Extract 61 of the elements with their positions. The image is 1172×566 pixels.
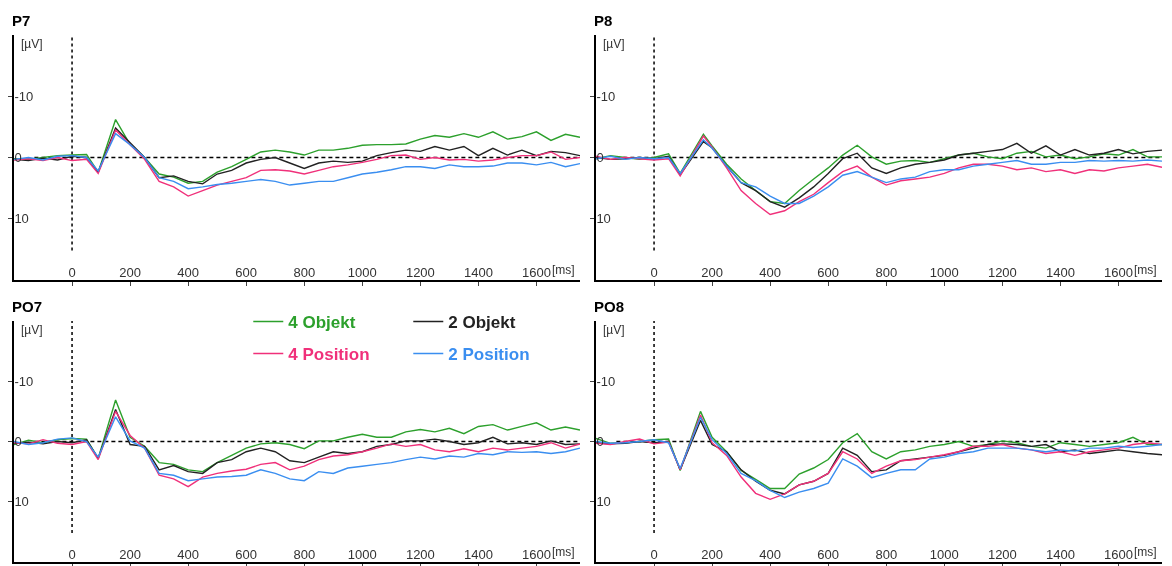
x-tick-label: 0 <box>68 547 76 562</box>
x-tick-label: 1600 <box>1104 547 1133 562</box>
y-tick-label: 0 <box>596 434 604 450</box>
x-tick-label: 800 <box>293 547 316 562</box>
chart-title: PO8 <box>594 298 625 315</box>
x-tick-label: 400 <box>759 547 781 562</box>
y-tick-label: 10 <box>14 494 29 510</box>
y-axis-title: [µV] <box>21 323 43 337</box>
y-tick-label: -10 <box>596 373 616 389</box>
legend-label: 2 Position <box>448 345 530 365</box>
x-tick-label: 0 <box>650 265 658 280</box>
y-axis-title: [µV] <box>603 323 625 337</box>
x-tick-label: 1200 <box>987 547 1017 562</box>
legend-label: 4 Objekt <box>288 313 356 333</box>
x-axis-title: [ms] <box>1134 545 1157 559</box>
x-tick-label: 200 <box>119 265 141 280</box>
x-tick-label: 0 <box>650 547 658 562</box>
x-tick-label: 1200 <box>987 265 1017 280</box>
x-axis-title: [ms] <box>1134 263 1157 277</box>
x-tick-label: 0 <box>68 265 76 280</box>
x-tick-label: 800 <box>875 547 898 562</box>
legend-label: 2 Objekt <box>448 313 516 333</box>
x-tick-label: 1400 <box>1045 265 1075 280</box>
x-tick-label: 1200 <box>405 547 435 562</box>
chart-title: P7 <box>12 12 31 29</box>
x-tick-label: 600 <box>817 265 840 280</box>
x-tick-label: 1400 <box>1045 547 1075 562</box>
x-tick-label: 1000 <box>347 265 377 280</box>
y-tick-label: 10 <box>596 494 611 510</box>
x-tick-label: 400 <box>177 547 199 562</box>
x-tick-label: 1000 <box>929 547 959 562</box>
x-tick-label: 1000 <box>929 265 959 280</box>
chart-title: PO7 <box>12 298 43 315</box>
y-tick-label: -10 <box>14 88 34 104</box>
x-tick-label: 400 <box>177 265 199 280</box>
x-tick-label: 800 <box>293 265 316 280</box>
x-tick-label: 600 <box>235 547 258 562</box>
y-axis-title: [µV] <box>21 37 43 51</box>
x-tick-label: 800 <box>875 265 898 280</box>
x-tick-label: 1600 <box>522 265 551 280</box>
x-tick-label: 200 <box>701 547 723 562</box>
x-tick-label: 1200 <box>405 265 435 280</box>
x-tick-label: 1600 <box>522 547 551 562</box>
x-tick-label: 200 <box>701 265 723 280</box>
legend-label: 4 Position <box>288 345 370 365</box>
x-tick-label: 600 <box>235 265 258 280</box>
x-axis-title: [ms] <box>552 545 575 559</box>
y-tick-label: 10 <box>14 211 29 227</box>
y-tick-label: 10 <box>596 211 611 227</box>
y-axis-title: [µV] <box>603 37 625 51</box>
y-tick-label: -10 <box>596 88 616 104</box>
x-axis-title: [ms] <box>552 263 575 277</box>
x-tick-label: 1400 <box>463 547 493 562</box>
x-tick-label: 1000 <box>347 547 377 562</box>
x-tick-label: 600 <box>817 547 840 562</box>
x-tick-label: 200 <box>119 547 141 562</box>
chart-title: P8 <box>594 12 613 29</box>
y-tick-label: -10 <box>14 373 34 389</box>
x-tick-label: 400 <box>759 265 781 280</box>
x-tick-label: 1400 <box>463 265 493 280</box>
x-tick-label: 1600 <box>1104 265 1133 280</box>
